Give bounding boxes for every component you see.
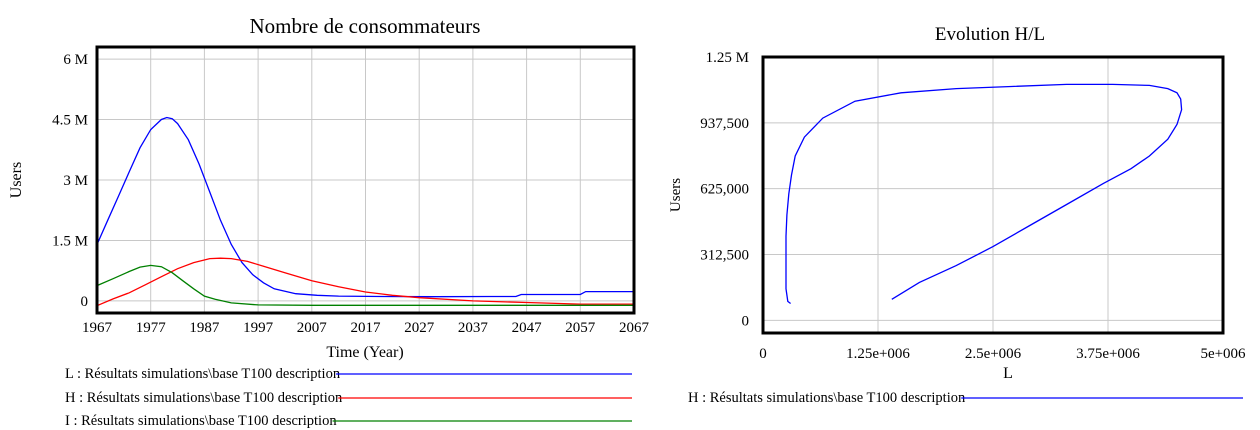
chart-title: Evolution H/L [935, 24, 1045, 45]
chart-title: Nombre de consommateurs [250, 14, 481, 38]
y-tick-label: 0 [742, 313, 750, 329]
legend-label: H : Résultats simulations\base T100 desc… [65, 390, 343, 406]
x-tick-label: 5e+006 [1200, 346, 1246, 362]
x-axis-label: Time (Year) [326, 344, 403, 361]
x-tick-label: 0 [759, 346, 767, 362]
x-tick-label: 3.75e+006 [1076, 346, 1140, 362]
x-tick-label: 1987 [189, 320, 220, 336]
y-tick-label: 1.25 M [706, 50, 749, 66]
x-tick-label: 1977 [136, 320, 167, 336]
legend-label: L : Résultats simulations\base T100 desc… [65, 366, 341, 382]
x-tick-label: 2027 [404, 320, 435, 336]
y-axis-label: Users [668, 178, 684, 212]
x-axis-label: L [1003, 365, 1013, 382]
y-tick-label: 625,000 [700, 182, 749, 198]
x-tick-label: 2057 [565, 320, 596, 336]
x-tick-label: 1997 [243, 320, 274, 336]
y-tick-label: 0 [81, 294, 89, 310]
y-tick-label: 312,500 [700, 248, 749, 264]
x-tick-label: 1967 [82, 320, 113, 336]
x-tick-label: 2007 [297, 320, 328, 336]
legend-label: H : Résultats simulations\base T100 desc… [688, 390, 966, 406]
y-tick-label: 937,500 [700, 116, 749, 132]
x-tick-label: 1.25e+006 [846, 346, 910, 362]
y-tick-label: 1.5 M [52, 233, 88, 249]
consumers-chart: Nombre de consommateurs Users Time (Year… [8, 14, 650, 429]
y-tick-label: 6 M [63, 52, 88, 68]
x-tick-label: 2067 [619, 320, 650, 336]
series-line-1 [786, 84, 1182, 303]
y-tick-label: 3 M [63, 173, 88, 189]
evolution-chart: Evolution H/L Users L 0 312,500 625,000 937… [668, 24, 1246, 406]
y-axis-label: Users [8, 162, 25, 198]
legend-label: I : Résultats simulations\base T100 desc… [65, 413, 337, 429]
x-tick-label: 2017 [351, 320, 382, 336]
y-tick-label: 4.5 M [52, 113, 88, 129]
x-tick-label: 2037 [458, 320, 489, 336]
x-tick-label: 2.5e+006 [965, 346, 1022, 362]
x-tick-label: 2047 [512, 320, 543, 336]
